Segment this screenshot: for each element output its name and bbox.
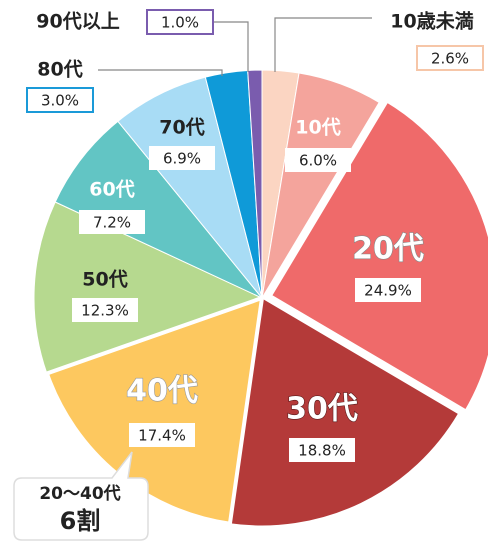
category-label: 50代 [82,269,127,291]
value-box [26,87,94,113]
slice [33,201,264,375]
value-box [289,438,355,462]
value-label: 17.4% [138,427,186,445]
slice [261,72,380,299]
value-box [146,9,214,35]
value-label: 24.9% [364,282,412,300]
category-label: 30代 [286,392,358,427]
value-box [416,45,484,71]
slice [229,297,460,527]
slice [54,120,263,299]
leader-line [274,17,372,72]
category-label: 90代以上 [36,11,119,33]
callout-range: 20～40代 [39,483,120,504]
category-label: 10代 [295,117,340,139]
category-label: 10歳未満 [390,10,473,33]
category-label: 60代 [89,179,134,201]
category-label: 20代 [352,232,424,267]
value-box [129,423,195,447]
value-box [79,210,145,234]
callout-box [13,451,149,541]
category-label: 70代 [159,117,204,139]
value-label: 6.9% [163,150,201,168]
category-label: 80代 [37,59,82,81]
value-box [285,148,351,172]
value-box [72,298,138,322]
slice [267,97,488,415]
leader-line [214,21,249,72]
value-box [149,146,215,170]
value-label: 12.3% [81,302,129,320]
value-label: 18.8% [298,442,346,460]
value-label: 3.0% [41,92,79,110]
value-box [355,278,421,302]
labels: 10歳未満 2.6% 10代 6.0% 20代 24.9% 30代 18.8% 40代 17.4%… [26,9,484,462]
value-label: 7.2% [93,214,131,232]
value-label: 6.0% [299,152,337,170]
callout-share: 6割 [60,507,101,535]
value-label: 1.0% [161,14,199,32]
category-label: 40代 [126,374,198,409]
leader-line [98,69,223,76]
value-label: 2.6% [431,50,469,68]
pie [33,69,488,527]
